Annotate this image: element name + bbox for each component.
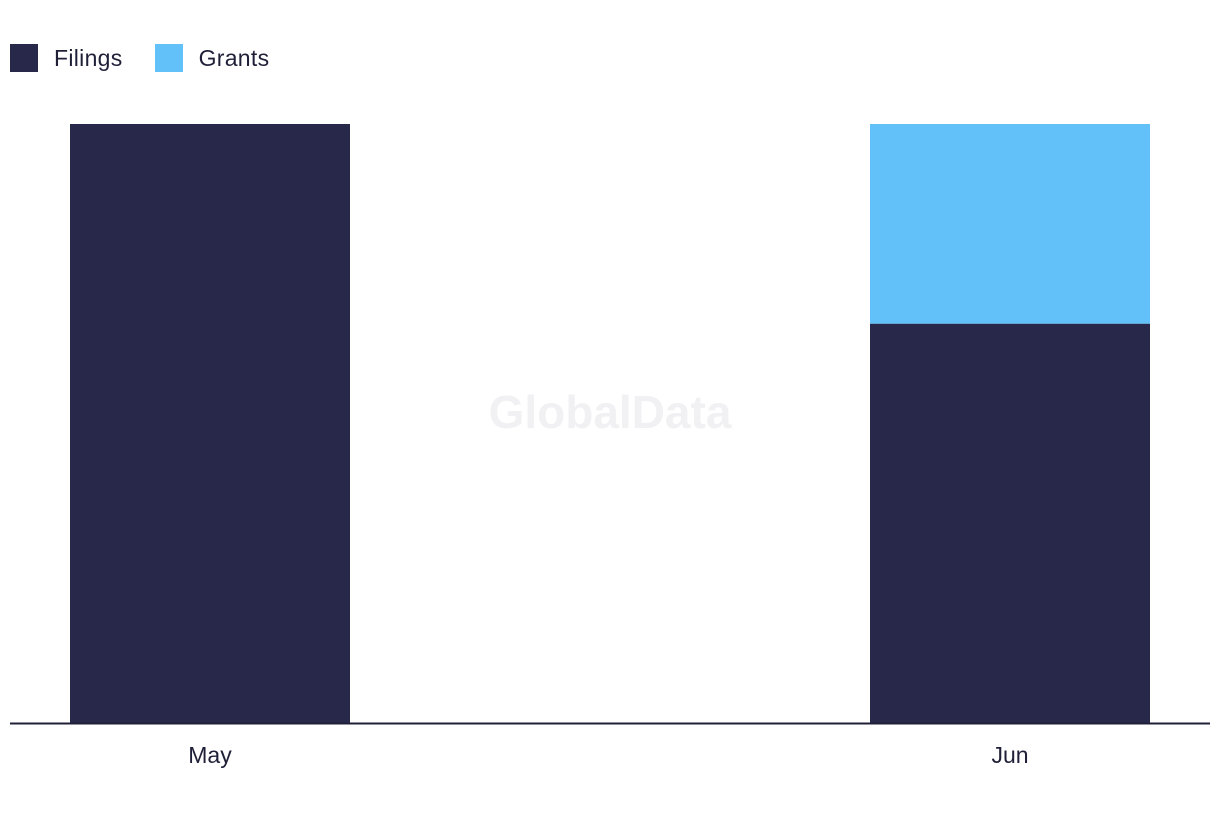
legend-label-filings: Filings [54, 45, 123, 71]
watermark-text: GlobalData [489, 386, 732, 438]
bar-grants-jun [870, 124, 1150, 324]
chart-legend: Filings Grants [10, 44, 301, 72]
bars-group [70, 124, 1150, 723]
legend-swatch-grants [154, 44, 183, 72]
x-tick-label-may: May [188, 742, 232, 768]
bar-filings-jun [870, 323, 1150, 723]
bar-filings-may [70, 124, 350, 723]
x-tick-labels: May Jun [188, 742, 1028, 768]
legend-swatch-filings [10, 44, 38, 72]
x-tick-label-jun: Jun [991, 742, 1028, 768]
legend-item-grants: Grants [154, 44, 270, 72]
legend-item-filings: Filings [10, 44, 123, 72]
legend-label-grants: Grants [198, 45, 270, 71]
